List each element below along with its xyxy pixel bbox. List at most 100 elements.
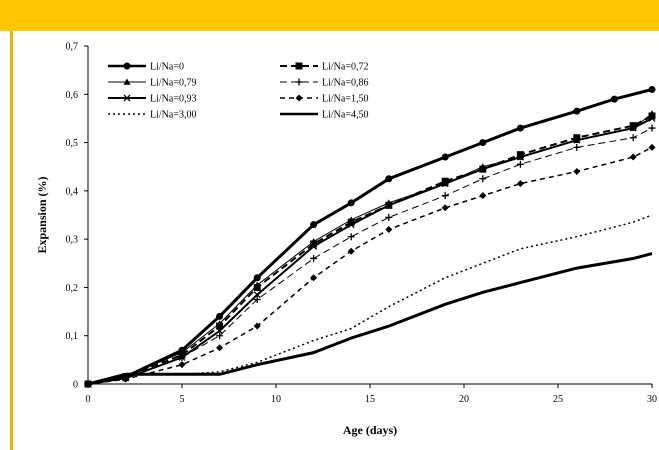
data-point — [385, 213, 393, 221]
data-point — [216, 332, 224, 340]
data-point — [385, 225, 393, 233]
legend-label: Li/Na=0,86 — [322, 78, 368, 89]
x-axis-title: Age (days) — [343, 423, 397, 437]
x-tick-label: 5 — [180, 394, 185, 405]
series-3 — [84, 110, 656, 387]
y-tick-label: 0,6 — [66, 90, 79, 101]
legend-marker — [295, 62, 303, 70]
legend-label: Li/Na=0,93 — [150, 94, 196, 105]
data-point — [253, 322, 261, 330]
legend-label: Li/Na=0 — [150, 62, 184, 73]
data-point — [253, 281, 261, 288]
legend-marker — [295, 94, 303, 102]
data-point — [178, 353, 186, 361]
data-point — [178, 349, 186, 356]
data-point — [516, 180, 524, 188]
legend-marker — [123, 78, 131, 85]
data-point — [310, 254, 318, 262]
data-point — [648, 124, 656, 132]
data-point — [253, 291, 261, 299]
legend-marker — [123, 62, 131, 70]
x-tick-label: 15 — [365, 394, 375, 405]
y-tick-label: 0,2 — [66, 283, 79, 294]
x-tick-label: 25 — [553, 394, 563, 405]
y-tick-label: 0,7 — [66, 42, 79, 53]
x-tick-label: 20 — [459, 394, 469, 405]
series-line — [87, 113, 653, 385]
data-point — [216, 344, 224, 352]
legend-item: Li/Na=3,00 — [108, 110, 196, 121]
y-tick-label: 0 — [73, 380, 78, 391]
data-point — [648, 114, 656, 122]
legend-item: Li/Na=0,72 — [280, 62, 368, 73]
data-point — [216, 327, 224, 335]
x-tick-label: 0 — [86, 394, 91, 405]
data-point — [516, 160, 524, 168]
data-point — [441, 204, 449, 212]
y-tick-label: 0,4 — [66, 186, 79, 197]
legend-label: Li/Na=0,79 — [150, 78, 196, 89]
data-point — [573, 136, 581, 144]
legend-item: Li/Na=4,50 — [280, 110, 368, 121]
legend-marker — [295, 78, 303, 86]
data-point — [441, 180, 449, 188]
data-point — [629, 153, 637, 161]
x-tick-label: 10 — [271, 394, 281, 405]
data-point — [648, 110, 656, 117]
data-point — [573, 143, 581, 151]
expansion-line-chart: 0 0,1 0,2 0,3 0,4 0,5 0,6 0,7 0 5 10 15 20 25 30 Li/Na… — [35, 42, 657, 438]
series-line — [87, 115, 653, 385]
legend-label: Li/Na=3,00 — [150, 110, 196, 121]
series-line — [87, 117, 653, 385]
data-point — [178, 361, 186, 369]
y-tick-label: 0,3 — [66, 235, 79, 246]
y-tick-label: 0,5 — [66, 138, 79, 149]
legend-item: Li/Na=0,93 — [108, 94, 196, 105]
data-point — [347, 221, 355, 229]
data-point — [385, 201, 393, 209]
data-point — [310, 274, 318, 282]
legend-item: Li/Na=0,86 — [280, 78, 368, 89]
data-point — [610, 95, 618, 103]
data-point — [648, 85, 656, 93]
data-point — [479, 165, 487, 173]
header-banner — [0, 0, 659, 31]
series-layer — [84, 85, 656, 388]
data-point — [216, 320, 224, 327]
legend-marker — [123, 94, 131, 102]
chart-container: 0 0,1 0,2 0,3 0,4 0,5 0,6 0,7 0 5 10 15 20 25 30 Li/Na… — [30, 36, 659, 440]
data-point — [479, 139, 487, 147]
legend-item: Li/Na=0,79 — [108, 78, 196, 89]
series-line — [87, 88, 653, 386]
data-point — [629, 134, 637, 142]
series-2 — [84, 112, 656, 388]
legend-item: Li/Na=0 — [108, 62, 184, 73]
data-point — [648, 143, 656, 151]
legend: Li/Na=0 Li/Na=0,72 Li/Na=0,79 Li/Na=0,86 Li/… — [108, 62, 368, 121]
legend-label: Li/Na=0,72 — [322, 62, 368, 73]
data-point — [441, 192, 449, 200]
x-tick-label: 30 — [647, 394, 657, 405]
data-point — [216, 312, 224, 320]
series-6 — [84, 143, 656, 388]
data-point — [516, 124, 524, 132]
data-point — [310, 238, 318, 245]
data-point — [347, 216, 355, 223]
series-line — [87, 252, 653, 386]
series-line — [87, 127, 653, 385]
legend-label: Li/Na=1,50 — [322, 94, 368, 105]
data-point — [385, 175, 393, 183]
series-5 — [84, 114, 656, 388]
y-axis-title: Expansion (%) — [35, 176, 49, 253]
data-point — [253, 296, 261, 303]
series-1 — [84, 85, 656, 388]
data-point — [516, 153, 524, 161]
data-point — [479, 175, 487, 183]
data-point — [347, 233, 355, 241]
legend-label: Li/Na=4,50 — [322, 110, 368, 121]
data-point — [347, 247, 355, 255]
legend-item: Li/Na=1,50 — [280, 94, 368, 105]
data-point — [347, 199, 355, 207]
data-point — [310, 242, 318, 250]
data-point — [479, 192, 487, 200]
